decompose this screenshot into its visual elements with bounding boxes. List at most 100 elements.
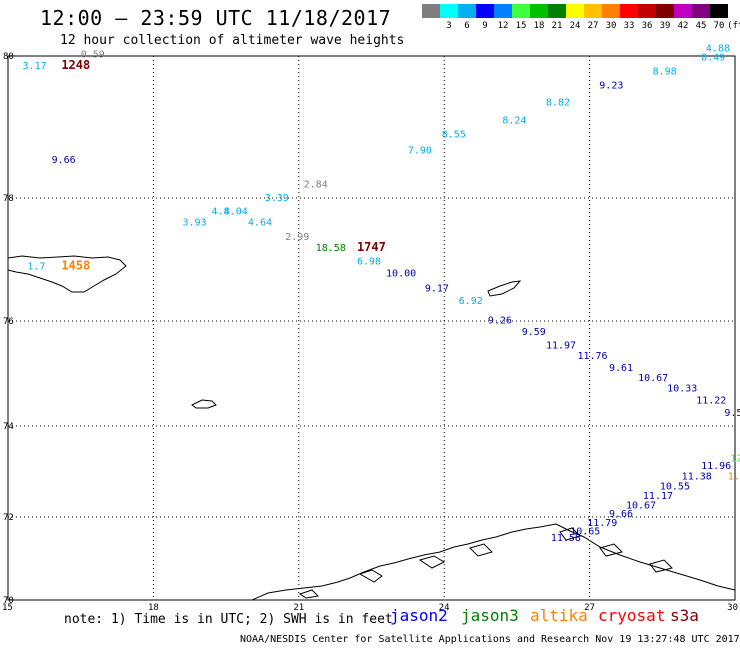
legend-swatch [548, 4, 566, 18]
coastline [251, 523, 736, 601]
wave-height-reading: 18.58 [316, 243, 346, 254]
wave-height-reading: 9.23 [599, 81, 623, 92]
satellite-label-cryosat: cryosat [598, 606, 666, 625]
wave-height-reading: 4.64 [248, 218, 272, 229]
legend-tick-label: 45 [695, 21, 707, 31]
wave-height-reading: 8.24 [502, 115, 526, 126]
satellite-label-jason3: jason3 [461, 606, 519, 625]
legend-tick-label: 70 [713, 21, 725, 31]
wave-height-reading: 9.61 [609, 363, 633, 374]
wave-height-reading: 9.66 [52, 155, 76, 166]
legend-swatch [494, 4, 512, 18]
wave-height-reading: 2.84 [304, 179, 328, 190]
wave-height-reading: 11.97 [546, 340, 576, 351]
coastline [599, 543, 623, 557]
legend-tick-label: 36 [641, 21, 653, 31]
legend-tick-label: 33 [623, 21, 635, 31]
y-axis-label: 78 [3, 194, 14, 204]
x-axis-label: 27 [584, 603, 595, 613]
wave-height-reading: 3.93 [182, 218, 206, 229]
wave-height-reading: 10.67 [626, 500, 656, 511]
wave-height-reading: 4.88 [706, 44, 730, 55]
legend-tick-label: 9 [482, 21, 488, 31]
coastline [191, 399, 217, 409]
legend-swatch [620, 4, 638, 18]
legend-swatch [638, 4, 656, 18]
wave-height-reading: 11.22 [696, 395, 726, 406]
coastline [487, 280, 522, 297]
wave-height-reading: 8.55 [442, 130, 466, 141]
wave-height-reading: 4.04 [224, 207, 248, 218]
legend-swatch [566, 4, 584, 18]
x-axis-label: 30 [727, 603, 738, 613]
coastline [559, 527, 581, 541]
coastline [418, 555, 446, 569]
wave-height-reading: 1.7 [27, 261, 45, 272]
wave-height-reading: 0.59 [81, 49, 105, 60]
wave-height-reading: 3.17 [23, 61, 47, 72]
wave-height-reading: 10.65 [570, 526, 600, 537]
wave-height-reading: 1747 [357, 240, 386, 254]
legend-tick-label: 21 [551, 21, 563, 31]
legend-unit: (ft) [727, 21, 740, 31]
wave-height-reading: 11.58 [551, 533, 581, 544]
wave-height-reading: 9.17 [425, 283, 449, 294]
wave-height-reading: 12 [730, 453, 740, 464]
legend-swatch [602, 4, 620, 18]
legend-tick-label: 6 [464, 21, 470, 31]
wave-height-reading: 9.26 [488, 316, 512, 327]
credit-line: NOAA/NESDIS Center for Satellite Applica… [240, 634, 740, 645]
wave-height-reading: 2.99 [285, 232, 309, 243]
legend-swatch [422, 4, 440, 18]
legend-swatch [440, 4, 458, 18]
wave-height-reading: 11.17 [643, 491, 673, 502]
legend-swatch [476, 4, 494, 18]
wave-height-reading: 6.92 [459, 296, 483, 307]
wave-height-reading: 8.82 [546, 98, 570, 109]
legend-swatch [530, 4, 548, 18]
wave-height-reading: 7.90 [408, 145, 432, 156]
coastline [298, 589, 320, 599]
legend-tick-label: 12 [497, 21, 509, 31]
wave-height-reading: 10.33 [667, 383, 697, 394]
legend-tick-label: 3 [446, 21, 452, 31]
wave-height-reading: 8.98 [653, 66, 677, 77]
x-axis-label: 21 [293, 603, 304, 613]
wave-height-reading: 1.7 [728, 472, 740, 483]
x-axis-label: 24 [439, 603, 450, 613]
wave-height-reading: 11.96 [701, 461, 731, 472]
wave-height-reading: 11.38 [682, 472, 712, 483]
y-axis-label: 72 [3, 513, 14, 523]
wave-height-reading: 10.55 [660, 482, 690, 493]
wave-height-reading: 6.98 [357, 256, 381, 267]
legend-tick-label: 18 [533, 21, 545, 31]
coastline [358, 569, 383, 583]
legend-swatch [656, 4, 674, 18]
legend-tick-label: 39 [659, 21, 671, 31]
wave-height-reading: 3.39 [265, 193, 289, 204]
coastline [649, 559, 673, 573]
legend-color-bar [422, 4, 728, 18]
y-axis-label: 76 [3, 317, 14, 327]
wave-height-reading: 9.59 [522, 327, 546, 338]
legend-tick-label: 15 [515, 21, 527, 31]
y-axis-label: 74 [3, 422, 14, 432]
legend-swatch [512, 4, 530, 18]
wave-height-reading: 1458 [61, 258, 90, 272]
legend-swatch [692, 4, 710, 18]
wave-height-reading: 9.66 [609, 509, 633, 520]
y-axis-label: 80 [3, 52, 14, 62]
legend-swatch [674, 4, 692, 18]
legend-tick-label: 30 [605, 21, 617, 31]
wave-height-reading: 11.76 [577, 351, 607, 362]
x-axis-label: 18 [148, 603, 159, 613]
satellite-label-s3a: s3a [670, 606, 699, 625]
legend-tick-label: 42 [677, 21, 689, 31]
map-subtitle: 12 hour collection of altimeter wave hei… [60, 33, 405, 48]
legend-swatch [710, 4, 728, 18]
wave-height-reading: 11.79 [587, 518, 617, 529]
